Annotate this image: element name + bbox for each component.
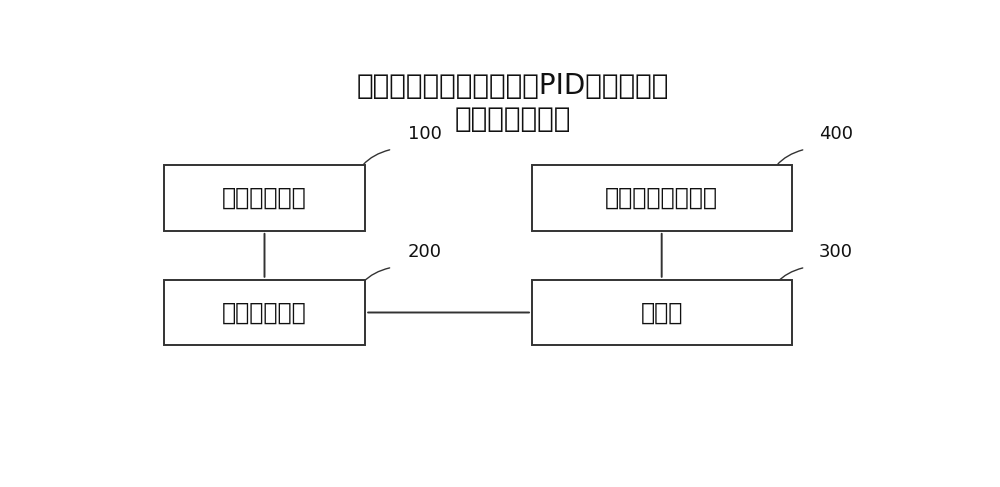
Bar [164, 165, 365, 231]
Text: 300: 300 [819, 243, 853, 261]
Text: 400: 400 [819, 125, 853, 143]
Bar [532, 165, 792, 231]
Text: 100: 100 [408, 125, 442, 143]
Text: 信息处理单元: 信息处理单元 [222, 300, 307, 324]
Text: 悬架（被控对象）: 悬架（被控对象） [605, 186, 718, 210]
Text: 信息采集单元: 信息采集单元 [222, 186, 307, 210]
Text: 200: 200 [408, 243, 442, 261]
Bar [164, 280, 365, 345]
Bar [532, 280, 792, 345]
Text: 控制器: 控制器 [640, 300, 683, 324]
Text: 制系统组成框图: 制系统组成框图 [454, 105, 571, 133]
Text: 基于遗传算法优化的模糊PID主动悬架控: 基于遗传算法优化的模糊PID主动悬架控 [356, 72, 669, 99]
